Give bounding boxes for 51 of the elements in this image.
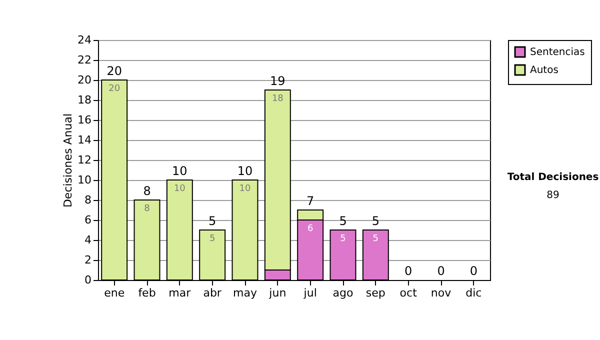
y-tick-label: 10 [78, 174, 92, 186]
total-label: 0 [470, 264, 478, 278]
legend-label: Autos [530, 65, 558, 76]
data-label: 10 [239, 184, 251, 194]
data-label: 5 [340, 234, 346, 244]
data-label: 5 [209, 234, 216, 244]
x-tick-label: oct [400, 286, 418, 300]
y-tick-label: 0 [84, 274, 92, 286]
text: Total Decisiones [507, 172, 599, 183]
x-tick-label: ene [104, 286, 125, 300]
y-tick-label: 12 [78, 154, 92, 166]
total-label: 0 [404, 264, 412, 278]
total-label: 10 [237, 164, 253, 178]
y-tick-label: 2 [84, 254, 92, 266]
y-tick-label: 8 [84, 194, 92, 206]
data-label: 5 [372, 234, 379, 244]
total-label: 5 [208, 214, 216, 228]
x-tick-label: feb [138, 286, 156, 300]
y-tick-label: 24 [78, 34, 92, 46]
x-tick-label: mar [168, 286, 192, 300]
total-label: 20 [106, 64, 122, 78]
y-axis-title: Decisiones Anual [62, 113, 75, 208]
data-label: 20 [108, 84, 120, 94]
total-label: 5 [339, 214, 347, 228]
x-tick-label: sep [366, 286, 386, 300]
x-tick-label: dic [466, 286, 482, 300]
total-label: 10 [172, 164, 188, 178]
y-tick-label: 14 [78, 134, 92, 146]
x-tick-label: jul [302, 286, 317, 300]
total-label: 0 [437, 264, 445, 278]
y-tick-label: 18 [78, 94, 92, 106]
y-tick-label: 22 [78, 54, 92, 66]
y-tick-label: 20 [78, 74, 92, 86]
x-tick-label: may [233, 286, 258, 300]
y-tick-label: 16 [78, 114, 92, 126]
total-label: 7 [306, 194, 314, 208]
x-tick-label: ago [332, 286, 354, 300]
y-tick-label: 6 [84, 214, 92, 226]
x-tick-label: nov [430, 286, 452, 300]
data-label: 10 [174, 184, 186, 194]
total-label: 8 [143, 184, 151, 198]
data-label: 6 [307, 224, 314, 234]
data-label: 18 [272, 94, 284, 104]
text: 89 [546, 190, 560, 201]
x-tick-label: abr [203, 286, 222, 300]
total-label: 5 [372, 214, 380, 228]
total-label: 19 [270, 74, 286, 88]
x-tick-label: jun [268, 286, 286, 300]
data-label: 8 [144, 204, 150, 214]
legend-label: Sentencias [530, 47, 585, 58]
y-tick-label: 4 [84, 234, 92, 246]
